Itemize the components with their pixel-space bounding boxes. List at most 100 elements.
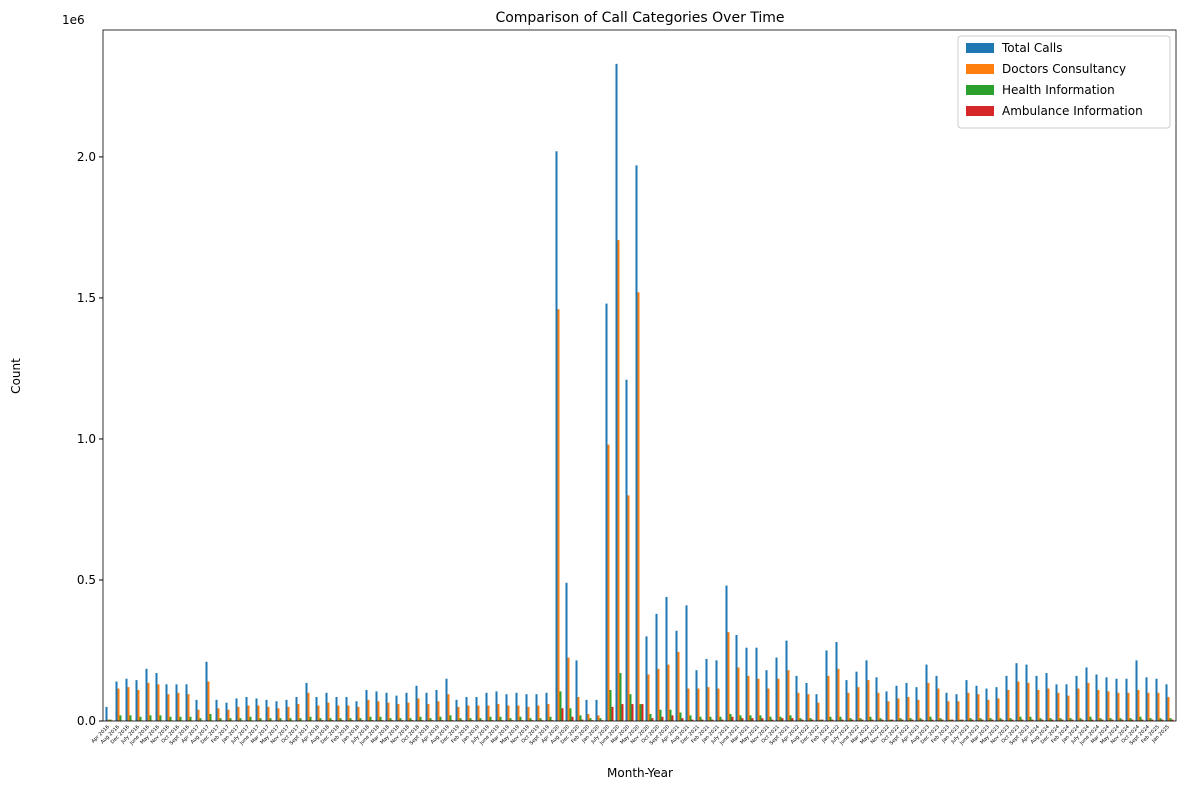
- bar: [107, 719, 110, 721]
- bar: [471, 720, 474, 721]
- bar: [875, 677, 878, 721]
- bar: [539, 718, 542, 721]
- bar: [761, 718, 764, 721]
- bar: [541, 720, 544, 721]
- bar: [1041, 719, 1044, 721]
- bar: [1047, 688, 1050, 721]
- bar: [325, 692, 328, 721]
- bar: [175, 684, 178, 721]
- bar: [699, 716, 702, 721]
- bar: [177, 692, 180, 721]
- bar: [207, 681, 210, 721]
- bar: [257, 705, 260, 721]
- bar: [825, 650, 828, 721]
- bar: [379, 716, 382, 721]
- bar: [239, 718, 242, 721]
- bar: [437, 701, 440, 721]
- bar: [685, 605, 688, 721]
- bar: [1151, 719, 1154, 721]
- bar: [185, 684, 188, 721]
- bar: [401, 720, 404, 721]
- bar: [937, 688, 940, 721]
- legend-box: [957, 35, 1171, 129]
- bar: [921, 719, 924, 721]
- bar: [897, 698, 900, 721]
- bar: [429, 718, 432, 721]
- bar: [675, 630, 678, 721]
- bar: [627, 495, 630, 721]
- bar: [669, 709, 672, 721]
- bar: [589, 718, 592, 721]
- bar: [649, 713, 652, 721]
- bar: [1005, 675, 1008, 721]
- bar: [527, 706, 530, 721]
- bar: [895, 685, 898, 721]
- bar: [419, 716, 422, 721]
- bar: [165, 684, 168, 721]
- bar: [1039, 718, 1042, 721]
- bar: [1077, 688, 1080, 721]
- bar: [769, 716, 772, 721]
- bar: [585, 699, 588, 721]
- legend-swatch: [966, 64, 994, 74]
- bar: [581, 719, 584, 721]
- bar: [169, 716, 172, 721]
- bar: [147, 682, 150, 721]
- bar: [729, 713, 732, 721]
- bar: [909, 718, 912, 721]
- bar: [645, 636, 648, 721]
- bar: [387, 702, 390, 721]
- bar: [1055, 684, 1058, 721]
- bar: [1159, 718, 1162, 721]
- bar: [767, 688, 770, 721]
- bar: [369, 716, 372, 721]
- legend-swatch: [966, 43, 994, 53]
- bar: [405, 692, 408, 721]
- bar: [445, 678, 448, 721]
- legend-label: Ambulance Information: [1002, 104, 1143, 118]
- bar: [507, 705, 510, 721]
- bar: [867, 680, 870, 721]
- bar: [555, 151, 558, 721]
- bar: [217, 708, 220, 721]
- bar: [359, 718, 362, 721]
- bar: [371, 720, 374, 721]
- bar: [347, 705, 350, 721]
- bar: [597, 715, 600, 721]
- bar: [1101, 719, 1104, 721]
- bar: [991, 719, 994, 721]
- bar: [751, 718, 754, 721]
- bar: [331, 720, 334, 721]
- bar: [919, 718, 922, 721]
- bar: [375, 691, 378, 721]
- bar: [679, 712, 682, 721]
- bar: [977, 694, 980, 721]
- bar: [1011, 719, 1014, 721]
- bar: [245, 697, 248, 721]
- bar: [477, 705, 480, 721]
- bar: [529, 718, 532, 721]
- bar: [1127, 692, 1130, 721]
- bar: [611, 706, 614, 721]
- bar: [139, 716, 142, 721]
- bar: [485, 692, 488, 721]
- bar: [961, 719, 964, 721]
- bar: [1027, 682, 1030, 721]
- chart-title: Comparison of Call Categories Over Time: [495, 10, 784, 26]
- bar: [559, 691, 562, 721]
- bar: [1067, 695, 1070, 721]
- bar: [315, 697, 318, 721]
- bar: [811, 719, 814, 721]
- bar: [617, 240, 620, 721]
- bar: [819, 719, 822, 721]
- bar: [521, 720, 524, 721]
- bar: [889, 719, 892, 721]
- bar: [719, 716, 722, 721]
- bar: [727, 632, 730, 721]
- legend-label: Doctors Consultancy: [1002, 62, 1126, 76]
- bar: [739, 715, 742, 721]
- bar: [459, 718, 462, 721]
- bar: [711, 719, 714, 721]
- bar: [227, 709, 230, 721]
- bar: [1109, 718, 1112, 721]
